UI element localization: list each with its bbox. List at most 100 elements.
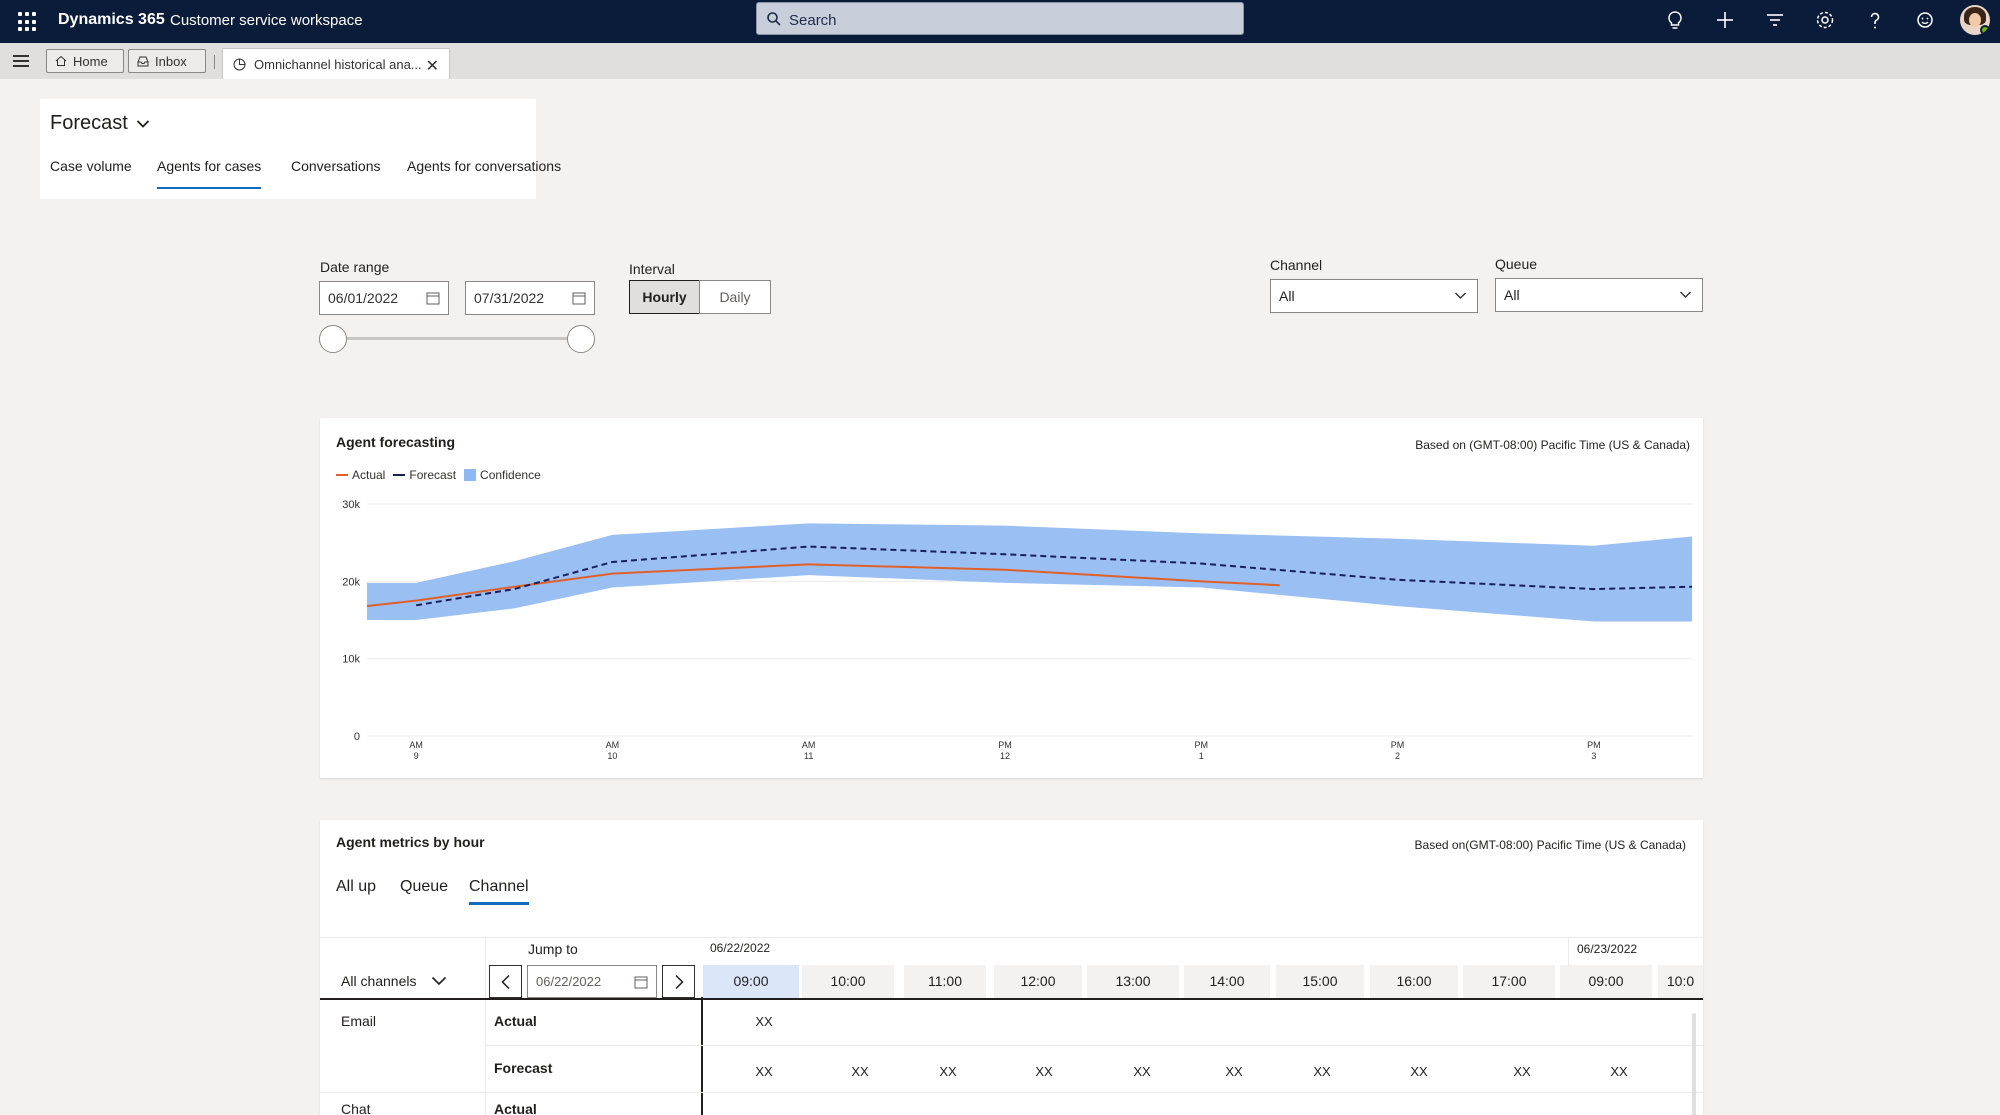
hamburger-menu-icon[interactable] [13, 55, 29, 67]
settings-gear-icon[interactable] [1814, 9, 1836, 31]
queue-label: Queue [1495, 256, 1538, 272]
subtab-case-volume[interactable]: Case volume [50, 158, 132, 174]
user-avatar[interactable] [1960, 5, 1990, 35]
time-column-header[interactable]: 16:00 [1370, 965, 1458, 998]
metrics-title: Agent metrics by hour [336, 834, 485, 850]
feedback-smiley-icon[interactable] [1914, 9, 1936, 31]
time-column-header[interactable]: 10:00 [802, 965, 894, 998]
interval-daily-button[interactable]: Daily [699, 280, 771, 314]
grid-scrollbar[interactable] [1692, 1013, 1696, 1115]
y-tick-label: 10k [342, 654, 360, 666]
time-column-header[interactable]: 10:0 [1658, 965, 1703, 998]
global-search-box[interactable]: Search [756, 2, 1244, 35]
channel-filter-dropdown[interactable]: All channels [341, 973, 447, 989]
product-name[interactable]: Dynamics 365 [58, 11, 165, 28]
chevron-down-icon [136, 119, 149, 128]
x-tick-label: 1 [1199, 751, 1204, 761]
date-header-1: 06/22/2022 [710, 941, 771, 955]
next-date-button[interactable] [662, 965, 695, 998]
top-navigation-bar: Dynamics 365 Customer service workspace … [0, 0, 2000, 43]
time-column-header[interactable]: 13:00 [1087, 965, 1179, 998]
tab-queue[interactable]: Queue [400, 878, 449, 895]
calendar-icon[interactable] [426, 291, 440, 305]
inbox-tab-label: Inbox [155, 53, 187, 69]
chart-title: Agent forecasting [336, 434, 456, 450]
tab-channel[interactable]: Channel [469, 878, 529, 905]
time-column-header[interactable]: 17:00 [1463, 965, 1555, 998]
metric-cell-value: XX [1410, 1064, 1428, 1079]
close-tab-icon[interactable]: ✕ [425, 58, 439, 75]
metric-cell-value: XX [755, 1064, 773, 1079]
interval-hourly-button[interactable]: Hourly [629, 280, 700, 314]
date-range-slider-track[interactable] [332, 337, 582, 340]
app-launcher-icon[interactable] [16, 10, 38, 32]
inbox-tab[interactable]: Inbox [128, 49, 206, 73]
confidence-band [367, 523, 1692, 622]
legend-actual[interactable]: Actual [336, 468, 385, 482]
chevron-down-icon [1455, 292, 1466, 299]
time-column-header[interactable]: 12:00 [994, 965, 1082, 998]
queue-selected-value: All [1504, 287, 1520, 303]
search-placeholder: Search [789, 12, 837, 29]
filter-icon[interactable] [1764, 9, 1786, 31]
metric-cell-value: XX [1513, 1064, 1531, 1079]
tab-divider [214, 55, 215, 69]
subtab-agents-for-conversations[interactable]: Agents for conversations [407, 158, 562, 174]
search-icon [767, 12, 781, 26]
time-column-header[interactable]: 09:00 [703, 965, 799, 998]
page-header-card [40, 99, 536, 199]
legend-actual-label: Actual [352, 468, 386, 482]
actual-series-line [366, 563, 1280, 608]
time-column-header[interactable]: 15:00 [1276, 965, 1364, 998]
metric-cell-value: XX [1225, 1064, 1243, 1079]
date-range-slider-end-handle[interactable] [567, 325, 595, 353]
legend-forecast[interactable]: Forecast [393, 468, 456, 482]
legend-confidence[interactable]: Confidence [464, 468, 541, 482]
calendar-icon[interactable] [572, 291, 586, 305]
channel-dropdown[interactable]: All [1270, 279, 1478, 313]
metric-cell-value: XX [1610, 1064, 1628, 1079]
channel-filter-value: All channels [341, 973, 417, 989]
inbox-icon [137, 56, 149, 67]
time-column-header[interactable]: 09:00 [1560, 965, 1652, 998]
calendar-icon[interactable] [634, 975, 648, 989]
app-name[interactable]: Customer service workspace [170, 12, 363, 29]
forecast-series-line [415, 545, 1693, 607]
end-date-value: 07/31/2022 [474, 290, 545, 306]
home-icon [55, 55, 67, 66]
y-tick-label: 30k [342, 499, 360, 511]
end-date-input[interactable]: 07/31/2022 [465, 281, 595, 315]
tab-all-up[interactable]: All up [336, 878, 377, 895]
metric-cell-value: XX [851, 1064, 869, 1079]
time-column-header[interactable]: 11:00 [904, 965, 986, 998]
plus-icon[interactable] [1714, 9, 1736, 31]
queue-dropdown[interactable]: All [1495, 278, 1703, 312]
legend-forecast-label: Forecast [409, 468, 457, 482]
time-column-header[interactable]: 14:00 [1184, 965, 1270, 998]
metric-cell-value: XX [1035, 1064, 1053, 1079]
y-tick-label: 0 [354, 731, 360, 743]
date-range-slider-start-handle[interactable] [319, 325, 347, 353]
timezone-note: Based on (GMT-08:00) Pacific Time (US & … [1415, 438, 1690, 452]
tab-omnichannel-historical-analytics[interactable]: Omnichannel historical ana... ✕ [222, 48, 450, 79]
chevron-left-icon [501, 974, 510, 990]
x-tick-label: AM [802, 740, 816, 750]
x-tick-label: PM [1195, 740, 1209, 750]
start-date-input[interactable]: 06/01/2022 [319, 281, 449, 315]
help-icon[interactable] [1864, 9, 1886, 31]
x-tick-label: 10 [607, 751, 617, 761]
chevron-down-icon [1680, 291, 1691, 298]
page-title-dropdown[interactable]: Forecast [50, 112, 150, 135]
subtab-agents-for-cases[interactable]: Agents for cases [157, 158, 262, 189]
lightbulb-icon[interactable] [1664, 9, 1686, 31]
metric-cell-value: XX [1313, 1064, 1331, 1079]
metrics-grid: All channels Jump to 06/22/2022 06/22/20… [320, 937, 1703, 1115]
analytics-report-icon [233, 58, 246, 70]
jump-to-date-input[interactable]: 06/22/2022 [527, 965, 657, 998]
previous-date-button[interactable] [489, 965, 522, 998]
chevron-right-icon [675, 974, 684, 990]
subtab-conversations[interactable]: Conversations [291, 158, 381, 174]
home-tab[interactable]: Home [46, 49, 124, 73]
jump-to-date-value: 06/22/2022 [536, 974, 602, 989]
